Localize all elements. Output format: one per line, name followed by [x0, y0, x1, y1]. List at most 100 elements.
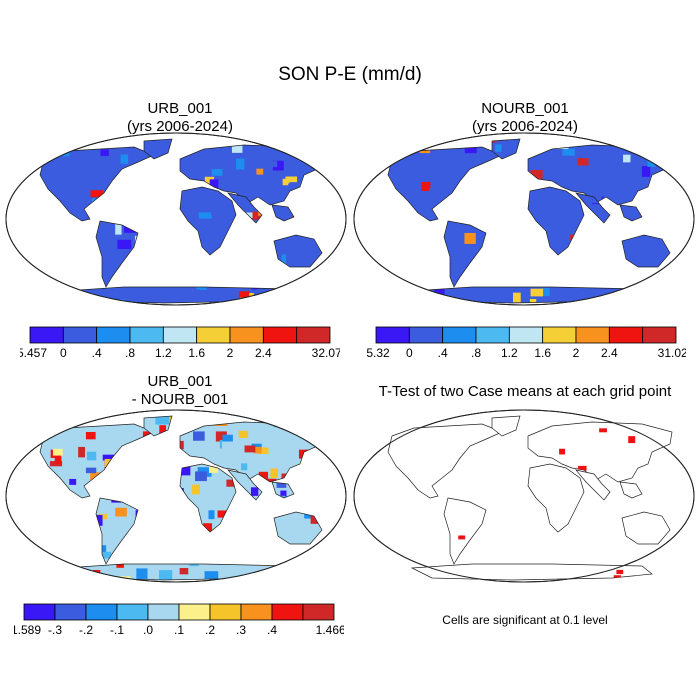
coastline-antarctica [410, 563, 653, 581]
colorbar-diff: -1.589 -.3 -.2 -.1 .0 .1 .2 .3 .4 1.4668 [14, 603, 344, 637]
colorbar-diff-swatch [302, 603, 335, 621]
colorbar-diff-swatch [116, 603, 149, 621]
significant-cell [616, 569, 624, 575]
significant-cell [559, 448, 566, 455]
panel-urb-title-line2: (yrs 2006-2024) [127, 118, 233, 135]
coastline-arabia-india [575, 469, 611, 501]
colorbar-nourb-swatch [442, 326, 477, 344]
coastline-africa [527, 463, 585, 533]
significant-cell [397, 411, 401, 417]
colorbar-urb-tick-label: .8 [125, 346, 135, 360]
colorbar-diff-swatch [209, 603, 242, 621]
colorbar-nourb-swatch [508, 326, 544, 344]
coastline-greenland [491, 138, 521, 160]
colorbar-urb-tick-label: 0 [60, 346, 67, 360]
colorbar-nourb-swatch [375, 326, 410, 344]
land-north-america [40, 424, 154, 498]
land-africa [180, 187, 236, 255]
colorbar-urb-tick-label: .4 [92, 346, 102, 360]
coastline-arabia-india [227, 192, 263, 224]
coastline-australia [273, 511, 323, 545]
coastline-north-america [39, 423, 155, 499]
land-north-america [388, 147, 502, 221]
colorbar-diff-swatch [240, 603, 273, 621]
map-diff [5, 409, 347, 583]
colorbar-nourb-swatch [475, 326, 510, 344]
colorbar-nourb-tick-label: 2.4 [601, 346, 618, 360]
colorbar-diff-tick-label: .2 [205, 623, 215, 637]
land-south-america [96, 221, 138, 287]
coastline-southeast-asia [271, 204, 295, 222]
colorbar-diff-tick-label: -.2 [79, 623, 93, 637]
significance-note: Cells are significant at 0.1 level [442, 613, 608, 627]
colorbar-nourb-tick-label: 1.6 [534, 346, 551, 360]
panel-nourb-title: NOURB_001 (yrs 2006-2024) [375, 100, 675, 136]
significant-cell [662, 549, 666, 553]
colorbar-nourb-tick-label: 0 [406, 346, 413, 360]
map-urb [5, 132, 347, 306]
coastline-africa [179, 463, 237, 533]
colorbar-urb-swatch [229, 326, 264, 344]
coastline-north-america [387, 423, 503, 499]
colorbar-diff-tick-label: .1 [174, 623, 184, 637]
colorbar-urb-tick-label: 2 [227, 346, 234, 360]
coastline-north-america [387, 146, 503, 222]
significant-cell [357, 537, 360, 543]
coastline-greenland [491, 415, 521, 437]
land-southeast-asia [620, 205, 642, 221]
map-border [5, 132, 347, 306]
colorbar-diff-tick-label: -.3 [48, 623, 62, 637]
colorbar-nourb-swatch [575, 326, 610, 344]
colorbar-urb-swatch [296, 326, 331, 344]
colorbar-urb-swatch [162, 326, 198, 344]
colorbar-diff-swatch [23, 603, 56, 621]
colorbar-diff-tick-label: .4 [267, 623, 277, 637]
significant-cell [628, 436, 636, 444]
map-nourb [353, 132, 695, 306]
colorbar-diff-tick-label: -.1 [110, 623, 124, 637]
panel-nourb-title-line1: NOURB_001 [481, 100, 569, 117]
coastline-africa [527, 186, 585, 256]
colorbar-diff-swatch [178, 603, 211, 621]
panel-diff-title: URB_001 - NOURB_001 [30, 373, 330, 409]
land-australia [274, 512, 322, 544]
colorbar-nourb-tick-label: .8 [471, 346, 481, 360]
coastline-south-america [95, 220, 139, 288]
panel-urb-title-line1: URB_001 [147, 100, 213, 117]
figure-title: SON P-E (mm/d) [278, 64, 422, 85]
significant-cell [599, 428, 607, 433]
colorbar-diff-tick-label: -1.589 [14, 623, 41, 637]
coastline-greenland [143, 138, 173, 160]
colorbar-diff-swatch [85, 603, 118, 621]
colorbar-urb-swatch [62, 326, 98, 344]
coastline-southeast-asia [619, 481, 643, 499]
map-border [353, 409, 695, 583]
land-eurasia [528, 145, 672, 205]
land-north-america [40, 147, 154, 221]
colorbar-diff-swatch [271, 603, 304, 621]
coastline-south-america [95, 497, 139, 565]
colorbar-diff-tick-label: .3 [236, 623, 246, 637]
panel-diff-title-line1: URB_001 [147, 373, 213, 390]
colorbar-nourb-tick-label: -5.32 [366, 346, 390, 360]
significant-cell [578, 465, 587, 471]
significant-cell [683, 533, 691, 538]
coastline-southeast-asia [619, 204, 643, 222]
colorbar-nourb-tick-label: 1.2 [501, 346, 518, 360]
colorbar-diff-swatch [147, 603, 180, 621]
significant-cell [653, 421, 659, 425]
land-africa [528, 187, 584, 255]
coastline-eurasia [527, 421, 673, 483]
panel-ttest-title-line1: T-Test of two Case means at each grid po… [378, 383, 672, 400]
colorbar-urb: -5.457 0 .4 .8 1.2 1.6 2 2.4 32.076 [20, 326, 340, 360]
colorbar-urb-swatch [29, 326, 64, 344]
colorbar-nourb-tick-label: 2 [573, 346, 580, 360]
coastline-south-america [443, 220, 487, 288]
colorbar-urb-swatch [196, 326, 231, 344]
coastline-southeast-asia [271, 481, 295, 499]
colorbar-nourb: -5.32 0 .4 .8 1.2 1.6 2 2.4 31.023 [366, 326, 686, 360]
colorbar-nourb-tick-label: 31.023 [658, 346, 686, 360]
panel-ttest-title: T-Test of two Case means at each grid po… [350, 383, 700, 401]
colorbar-urb-tick-label: 32.076 [312, 346, 340, 360]
panel-nourb-title-line2: (yrs 2006-2024) [472, 118, 578, 135]
